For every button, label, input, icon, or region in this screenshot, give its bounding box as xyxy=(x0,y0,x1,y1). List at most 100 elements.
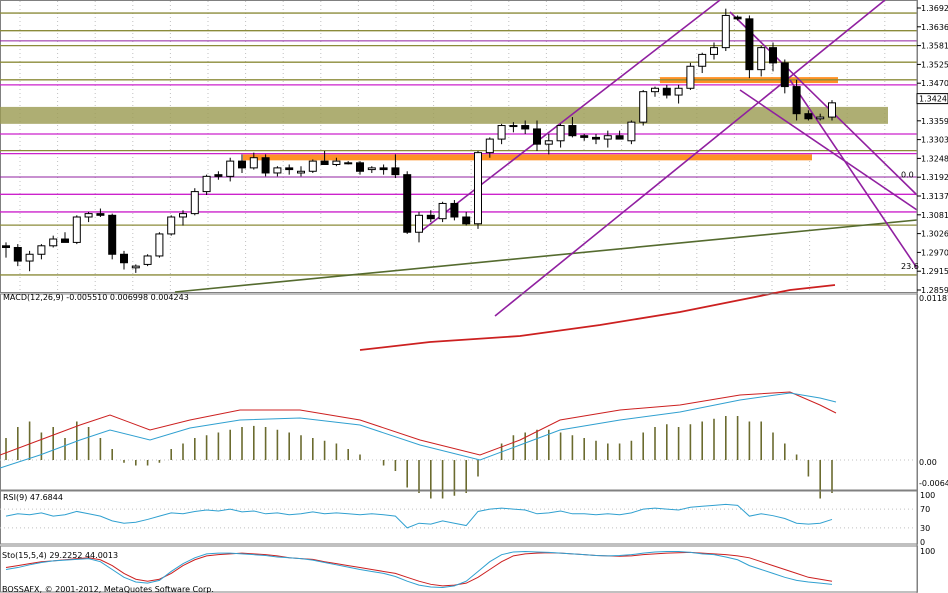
candle xyxy=(167,216,176,235)
candle xyxy=(521,125,530,130)
price-tick-label: 1.30260 xyxy=(921,230,948,239)
rsi-tick-label: 100 xyxy=(920,491,935,500)
stoch-tick-label: 100 xyxy=(920,547,935,556)
price-tick-label: 1.35255 xyxy=(921,60,948,69)
candle xyxy=(556,125,565,142)
rsi-frame xyxy=(0,490,918,545)
stoch-frame xyxy=(0,545,918,593)
price-tick-label: 1.28595 xyxy=(921,286,948,295)
candle xyxy=(662,87,671,96)
candle xyxy=(379,167,388,171)
candle xyxy=(344,162,353,165)
candle xyxy=(72,216,81,243)
price-tick-label: 1.31370 xyxy=(921,192,948,201)
price-tick-label: 1.29150 xyxy=(921,267,948,276)
candle xyxy=(356,162,364,172)
fib-label: 0.0 xyxy=(901,171,914,180)
candle xyxy=(580,135,589,138)
price-tick-label: 1.30815 xyxy=(921,211,948,220)
candle xyxy=(155,233,164,257)
candle xyxy=(627,121,636,142)
price-tick-label: 1.29705 xyxy=(921,248,948,257)
candle xyxy=(61,238,69,243)
candle xyxy=(120,253,128,264)
macd-tick-label: -0.006454 xyxy=(919,479,948,488)
candle xyxy=(214,174,223,177)
price-tick-label: 1.33590 xyxy=(921,117,948,126)
candle xyxy=(367,167,376,171)
stochastic-pane: 100 xyxy=(0,545,935,593)
candle xyxy=(639,91,648,123)
macd-pane: 0.011872 0.00 -0.006454 xyxy=(0,293,948,499)
price-tick-label: 1.33035 xyxy=(921,136,948,145)
candle xyxy=(474,152,482,225)
candle xyxy=(462,216,471,225)
price-tick-label: 1.34700 xyxy=(921,79,948,88)
candle xyxy=(710,47,718,55)
channel-line xyxy=(494,0,886,317)
macd-tick-label: 0.00 xyxy=(919,458,937,467)
candle xyxy=(792,86,801,115)
candle xyxy=(615,135,624,140)
rsi-pane: 100 70 30 0 xyxy=(0,490,935,547)
candle xyxy=(816,116,825,120)
candle xyxy=(415,214,423,233)
candle xyxy=(143,255,152,265)
candle xyxy=(592,136,600,140)
candle xyxy=(426,214,435,220)
current-price-label: 1.34245 xyxy=(919,95,948,104)
channel-line xyxy=(419,0,721,233)
candle xyxy=(674,87,683,96)
candle xyxy=(273,167,282,174)
candle xyxy=(757,47,766,71)
candle xyxy=(308,160,317,172)
candle xyxy=(721,14,730,49)
candle xyxy=(450,202,459,218)
candle xyxy=(698,53,707,67)
rsi-tick-label: 30 xyxy=(920,524,930,533)
candle xyxy=(190,191,199,215)
candle xyxy=(438,202,447,220)
candle xyxy=(544,140,553,145)
rsi-line xyxy=(5,503,833,529)
candle xyxy=(603,135,612,140)
macd-main-line xyxy=(0,392,837,469)
candle xyxy=(84,213,93,218)
candle xyxy=(485,138,494,154)
channel-line xyxy=(789,79,918,269)
candle xyxy=(497,125,506,140)
candle xyxy=(13,246,22,262)
candle xyxy=(403,174,412,233)
candle xyxy=(285,167,294,171)
candle xyxy=(297,170,305,174)
candle xyxy=(651,87,659,93)
macd-tick-label: 0.011872 xyxy=(919,294,948,303)
trend-line xyxy=(174,219,918,293)
candle xyxy=(249,157,258,169)
candle xyxy=(179,213,187,218)
rsi-tick-label: 70 xyxy=(920,505,930,514)
candle xyxy=(804,113,813,120)
candle xyxy=(37,245,46,255)
candle xyxy=(96,213,105,216)
candle xyxy=(780,62,789,88)
rsi-label: RSI(9) 47.6844 xyxy=(3,493,63,502)
orange-zone-1 xyxy=(243,154,812,161)
current-price-box xyxy=(916,93,948,105)
price-tick-label: 1.36920 xyxy=(921,4,948,13)
macd-label: MACD(12,26,9) -0.005510 0.006998 0.00424… xyxy=(3,293,189,302)
candle xyxy=(202,175,211,193)
candle xyxy=(828,102,836,118)
price-tick-label: 1.36365 xyxy=(921,23,948,32)
candle xyxy=(391,167,400,176)
stoch-main-line xyxy=(5,551,833,588)
candle xyxy=(108,214,117,255)
candle xyxy=(261,157,270,174)
fib-label: 23.6 xyxy=(901,262,919,271)
candle xyxy=(226,160,235,177)
channel-line xyxy=(729,11,918,196)
candle xyxy=(686,65,695,89)
price-tick-label: 1.32480 xyxy=(921,154,948,163)
rsi-tick-label: 0 xyxy=(920,538,925,547)
